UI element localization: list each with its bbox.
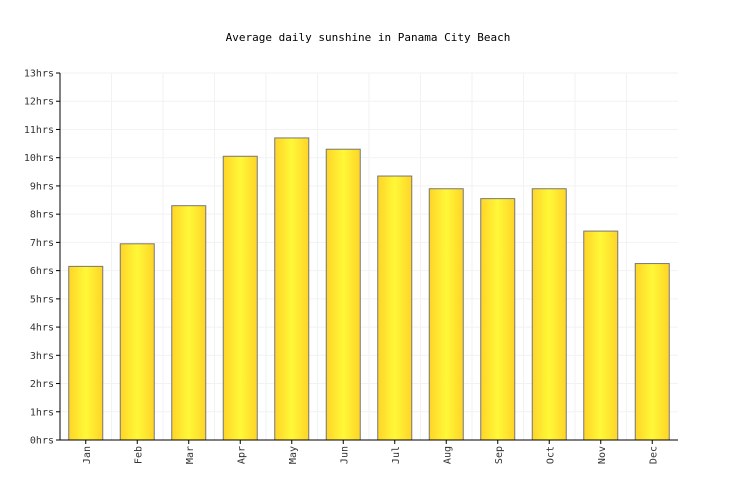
y-tick-label: 11hrs [24, 125, 54, 136]
y-tick-label: 3hrs [30, 351, 54, 362]
bars [68, 137, 670, 441]
y-tick-label: 10hrs [24, 153, 54, 164]
y-tick-label: 12hrs [24, 97, 54, 108]
y-tick-label: 8hrs [30, 210, 54, 221]
bar-oct [531, 188, 567, 441]
chart-title: Average daily sunshine in Panama City Be… [226, 31, 511, 44]
x-tick-label: Aug [442, 446, 453, 464]
grid-lines [60, 72, 678, 440]
bar-jun [325, 148, 361, 441]
x-tick-label: Nov [597, 446, 608, 464]
bar-feb [119, 243, 155, 441]
x-tick-label: Dec [648, 446, 659, 464]
x-tick-label: Jul [391, 446, 402, 464]
x-tick-label: May [288, 446, 299, 464]
x-tick-label: Mar [185, 446, 196, 464]
x-tick-label: Apr [236, 446, 247, 464]
bar-jan [68, 265, 104, 441]
y-tick-label: 1hrs [30, 407, 54, 418]
y-tick-label: 0hrs [30, 436, 54, 447]
y-tick-label: 2hrs [30, 379, 54, 390]
y-tick-label: 9hrs [30, 181, 54, 192]
x-tick-label: Jun [339, 446, 350, 464]
bar-jul [377, 175, 413, 441]
y-tick-label: 13hrs [24, 69, 54, 80]
bar-may [274, 137, 310, 441]
x-tick-label: Feb [133, 446, 144, 464]
bar-dec [634, 263, 670, 441]
bar-mar [171, 205, 207, 441]
bar-nov [583, 230, 619, 441]
bar-apr [222, 155, 258, 441]
x-tick-label: Jan [82, 446, 93, 464]
y-tick-label: 5hrs [30, 294, 54, 305]
x-tick-label: Sep [494, 446, 505, 464]
x-tick-label: Oct [545, 446, 556, 464]
y-axis-ticks: 0hrs 1hrs 2hrs 3hrs 4hrs 5hrs 6hrs 7hrs 8hrs 9hrs… [24, 69, 60, 447]
bar-sep [480, 198, 516, 441]
bar-aug [428, 188, 464, 441]
x-axis-ticks: Jan Feb Mar Apr May Jun Jul Aug Sep Oct Nov Dec [82, 440, 659, 464]
y-tick-label: 6hrs [30, 266, 54, 277]
y-tick-label: 4hrs [30, 323, 54, 334]
y-tick-label: 7hrs [30, 238, 54, 249]
